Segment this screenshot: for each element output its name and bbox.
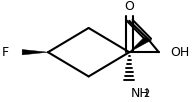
- Polygon shape: [129, 38, 151, 52]
- Text: 2: 2: [143, 89, 150, 99]
- Text: O: O: [124, 0, 134, 13]
- Polygon shape: [22, 49, 48, 55]
- Text: F: F: [2, 46, 9, 59]
- Text: OH: OH: [170, 46, 189, 59]
- Text: NH: NH: [131, 87, 150, 100]
